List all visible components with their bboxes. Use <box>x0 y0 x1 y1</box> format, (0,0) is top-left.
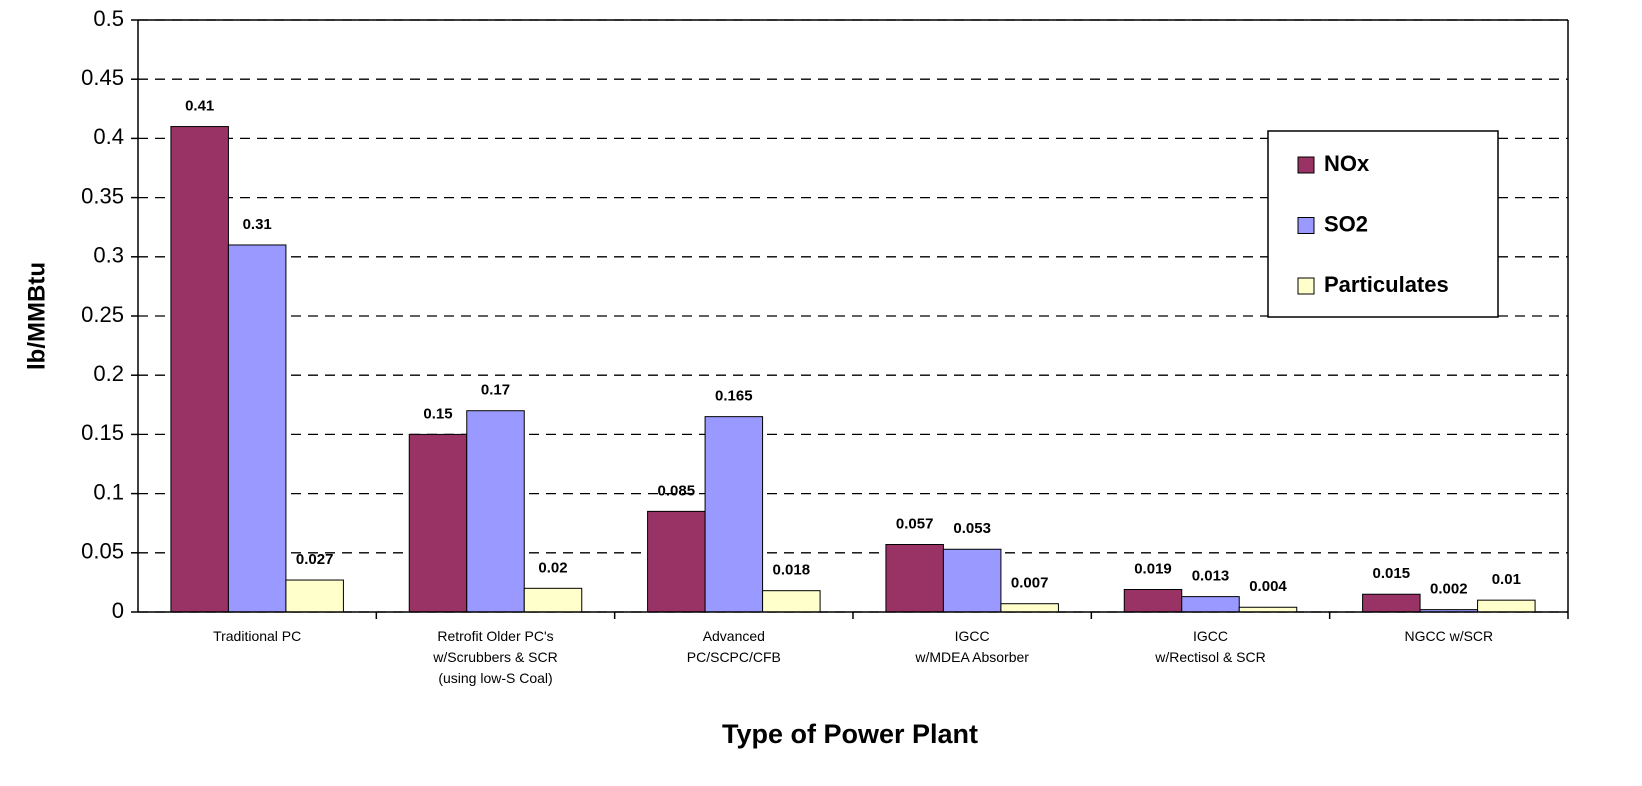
bar <box>227 244 287 613</box>
bar <box>466 410 525 613</box>
data-label: 0.002 <box>1430 581 1468 598</box>
y-tick-label: 0.1 <box>93 479 124 504</box>
bar <box>408 433 468 613</box>
legend-label: NOx <box>1324 151 1370 176</box>
legend-label: Particulates <box>1324 272 1449 297</box>
data-label: 0.165 <box>715 388 753 405</box>
data-label: 0.053 <box>953 520 991 537</box>
data-label: 0.01 <box>1492 571 1521 588</box>
data-label: 0.02 <box>538 559 567 576</box>
data-label: 0.013 <box>1192 568 1230 585</box>
bar <box>523 587 583 613</box>
data-label: 0.004 <box>1249 578 1287 595</box>
legend-swatch <box>1297 156 1315 174</box>
y-tick-label: 0 <box>112 598 124 623</box>
y-tick-label: 0.45 <box>81 65 124 90</box>
bar <box>762 590 821 613</box>
bar <box>170 126 229 613</box>
x-tick-label: IGCC w/MDEA Absorber <box>915 628 1029 665</box>
x-tick-label: Traditional PC <box>213 628 302 644</box>
bar <box>942 548 1002 613</box>
y-tick-label: 0.35 <box>81 183 124 208</box>
data-label: 0.31 <box>243 216 272 233</box>
y-axis-label: lb/MMBtu <box>23 262 50 370</box>
bar <box>1362 593 1421 613</box>
bar <box>1181 596 1240 613</box>
x-tick-label: Advanced PC/SCPC/CFB <box>686 628 781 665</box>
x-tick-label: NGCC w/SCR <box>1404 628 1494 644</box>
y-tick-label: 0.5 <box>93 6 124 31</box>
y-tick-label: 0.3 <box>93 243 124 268</box>
y-tick-label: 0.05 <box>81 539 124 564</box>
x-tick-label: IGCC w/Rectisol & SCR <box>1155 628 1266 665</box>
bar <box>647 510 706 613</box>
data-label: 0.057 <box>896 515 934 532</box>
data-label: 0.007 <box>1011 575 1049 592</box>
legend-swatch <box>1297 277 1315 295</box>
data-label: 0.17 <box>481 382 510 399</box>
data-label: 0.085 <box>658 482 696 499</box>
data-label: 0.019 <box>1134 560 1172 577</box>
bar <box>885 544 944 613</box>
legend-label: SO2 <box>1324 211 1368 236</box>
bar <box>1477 599 1536 613</box>
legend-swatch <box>1297 217 1315 234</box>
data-label: 0.027 <box>296 551 334 568</box>
data-label: 0.018 <box>773 562 811 579</box>
bar <box>1123 589 1183 613</box>
data-label: 0.15 <box>423 405 452 422</box>
x-tick-label: Retrofit Older PC's w/Scrubbers & SCR (u… <box>433 628 558 686</box>
y-tick-label: 0.15 <box>81 420 124 445</box>
bar <box>1000 603 1059 613</box>
bar <box>704 416 764 613</box>
y-tick-label: 0.25 <box>81 302 124 327</box>
y-tick-label: 0.2 <box>93 361 124 386</box>
x-axis-label: Type of Power Plant <box>722 719 978 749</box>
data-label: 0.41 <box>185 98 214 115</box>
y-tick-label: 0.4 <box>93 124 124 149</box>
data-label: 0.015 <box>1373 565 1411 582</box>
bar <box>285 579 344 613</box>
